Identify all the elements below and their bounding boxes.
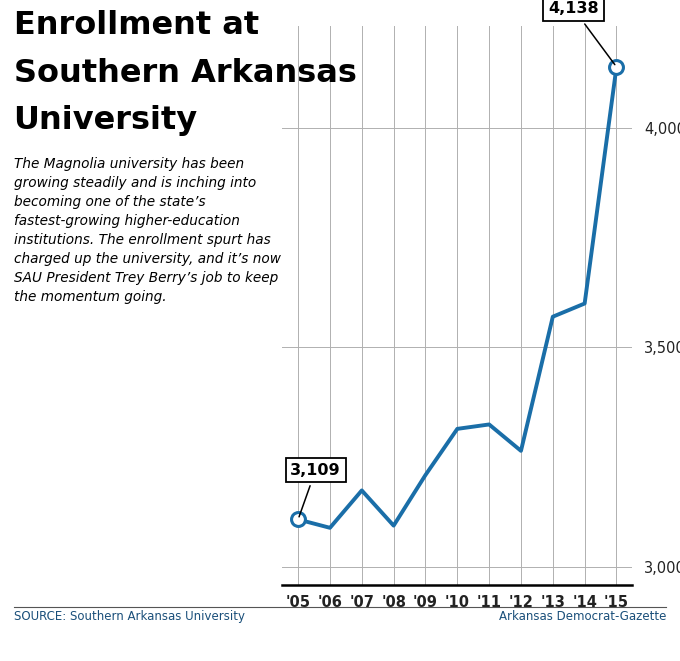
Text: 3,109: 3,109 [290, 463, 341, 517]
Text: Arkansas Democrat-Gazette: Arkansas Democrat-Gazette [499, 610, 666, 623]
Text: Southern Arkansas: Southern Arkansas [14, 58, 356, 89]
Text: University: University [14, 105, 198, 136]
Text: 4,138: 4,138 [548, 1, 615, 65]
Text: Enrollment at: Enrollment at [14, 10, 258, 41]
Text: SOURCE: Southern Arkansas University: SOURCE: Southern Arkansas University [14, 610, 245, 623]
Text: The Magnolia university has been
growing steadily and is inching into
becoming o: The Magnolia university has been growing… [14, 157, 280, 304]
